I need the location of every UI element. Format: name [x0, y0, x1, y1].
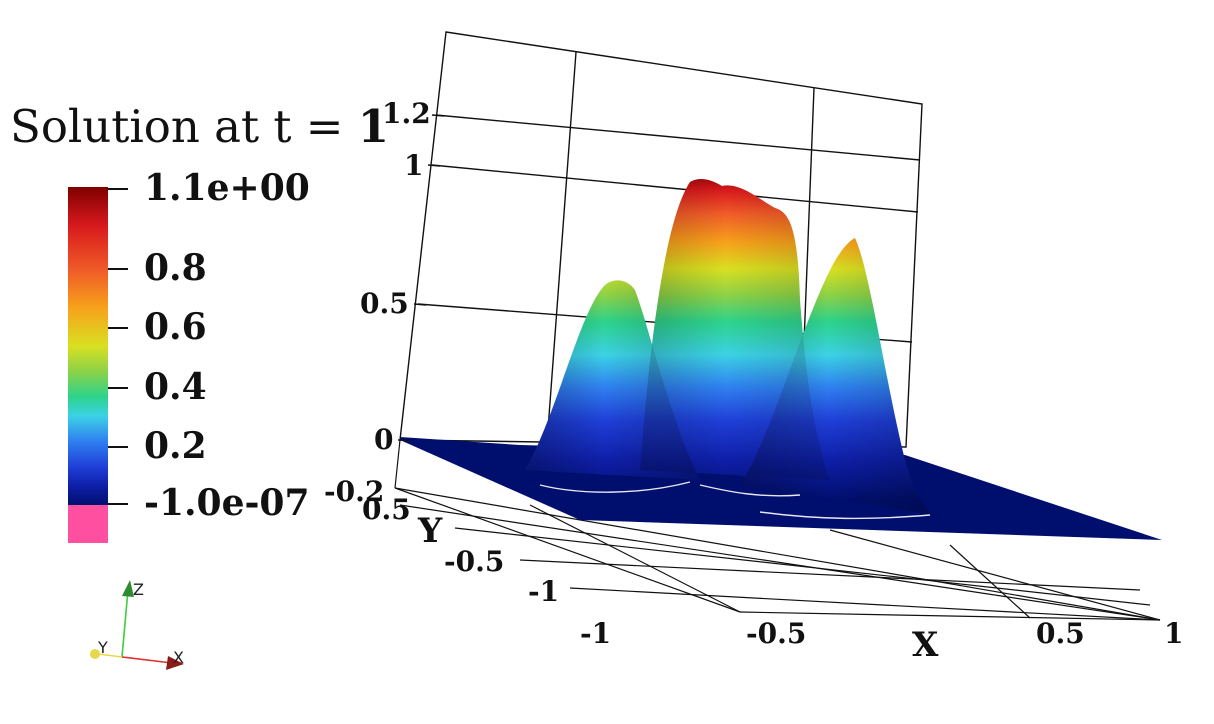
y-tick-label: -0.5 [444, 545, 505, 578]
colorbar-label: 0.2 [144, 425, 207, 467]
colorbar-nan-swatch [68, 505, 108, 543]
colorbar-tick [108, 188, 128, 190]
orientation-triad [90, 580, 184, 670]
y-axis-name: Y [418, 511, 443, 551]
y-tick-label: -1 [528, 575, 560, 608]
colorbar-tick [108, 446, 128, 448]
x-tick-label: -0.5 [746, 617, 807, 650]
solution-surface [525, 179, 935, 520]
x-tick-label: 1 [1164, 617, 1184, 650]
colorbar-label: 0.6 [144, 306, 207, 348]
z-tick-label: 0.5 [360, 287, 409, 320]
plot-title: Solution at t = 1 [10, 100, 390, 153]
colorbar-tick [108, 503, 128, 505]
time-value: 1 [357, 100, 390, 153]
z-tick-label: 1.2 [382, 97, 431, 130]
x-tick-label: 0.5 [1036, 617, 1085, 650]
y-tick-label: 0.5 [362, 493, 411, 526]
colorbar-tick [108, 268, 128, 270]
colorbar-tick [108, 327, 128, 329]
triad-z-label: Z [133, 580, 144, 599]
x-axis-name: X [912, 625, 939, 665]
colorbar-label-max: 1.1e+00 [144, 167, 310, 209]
colorbar [68, 187, 108, 505]
colorbar-label: 0.4 [144, 366, 207, 408]
triad-y-label: Y [98, 638, 108, 657]
z-tick-label: 1 [404, 149, 424, 182]
z-tick-label: 0 [374, 423, 394, 456]
triad-x-label: X [173, 648, 184, 667]
colorbar-tick [108, 387, 128, 389]
colorbar-label-min: -1.0e-07 [144, 482, 310, 524]
z-tick-label: -0.2 [324, 475, 385, 508]
colorbar-label: 0.8 [144, 247, 207, 289]
grid-floor [394, 439, 1161, 621]
x-tick-label: -1 [580, 617, 612, 650]
